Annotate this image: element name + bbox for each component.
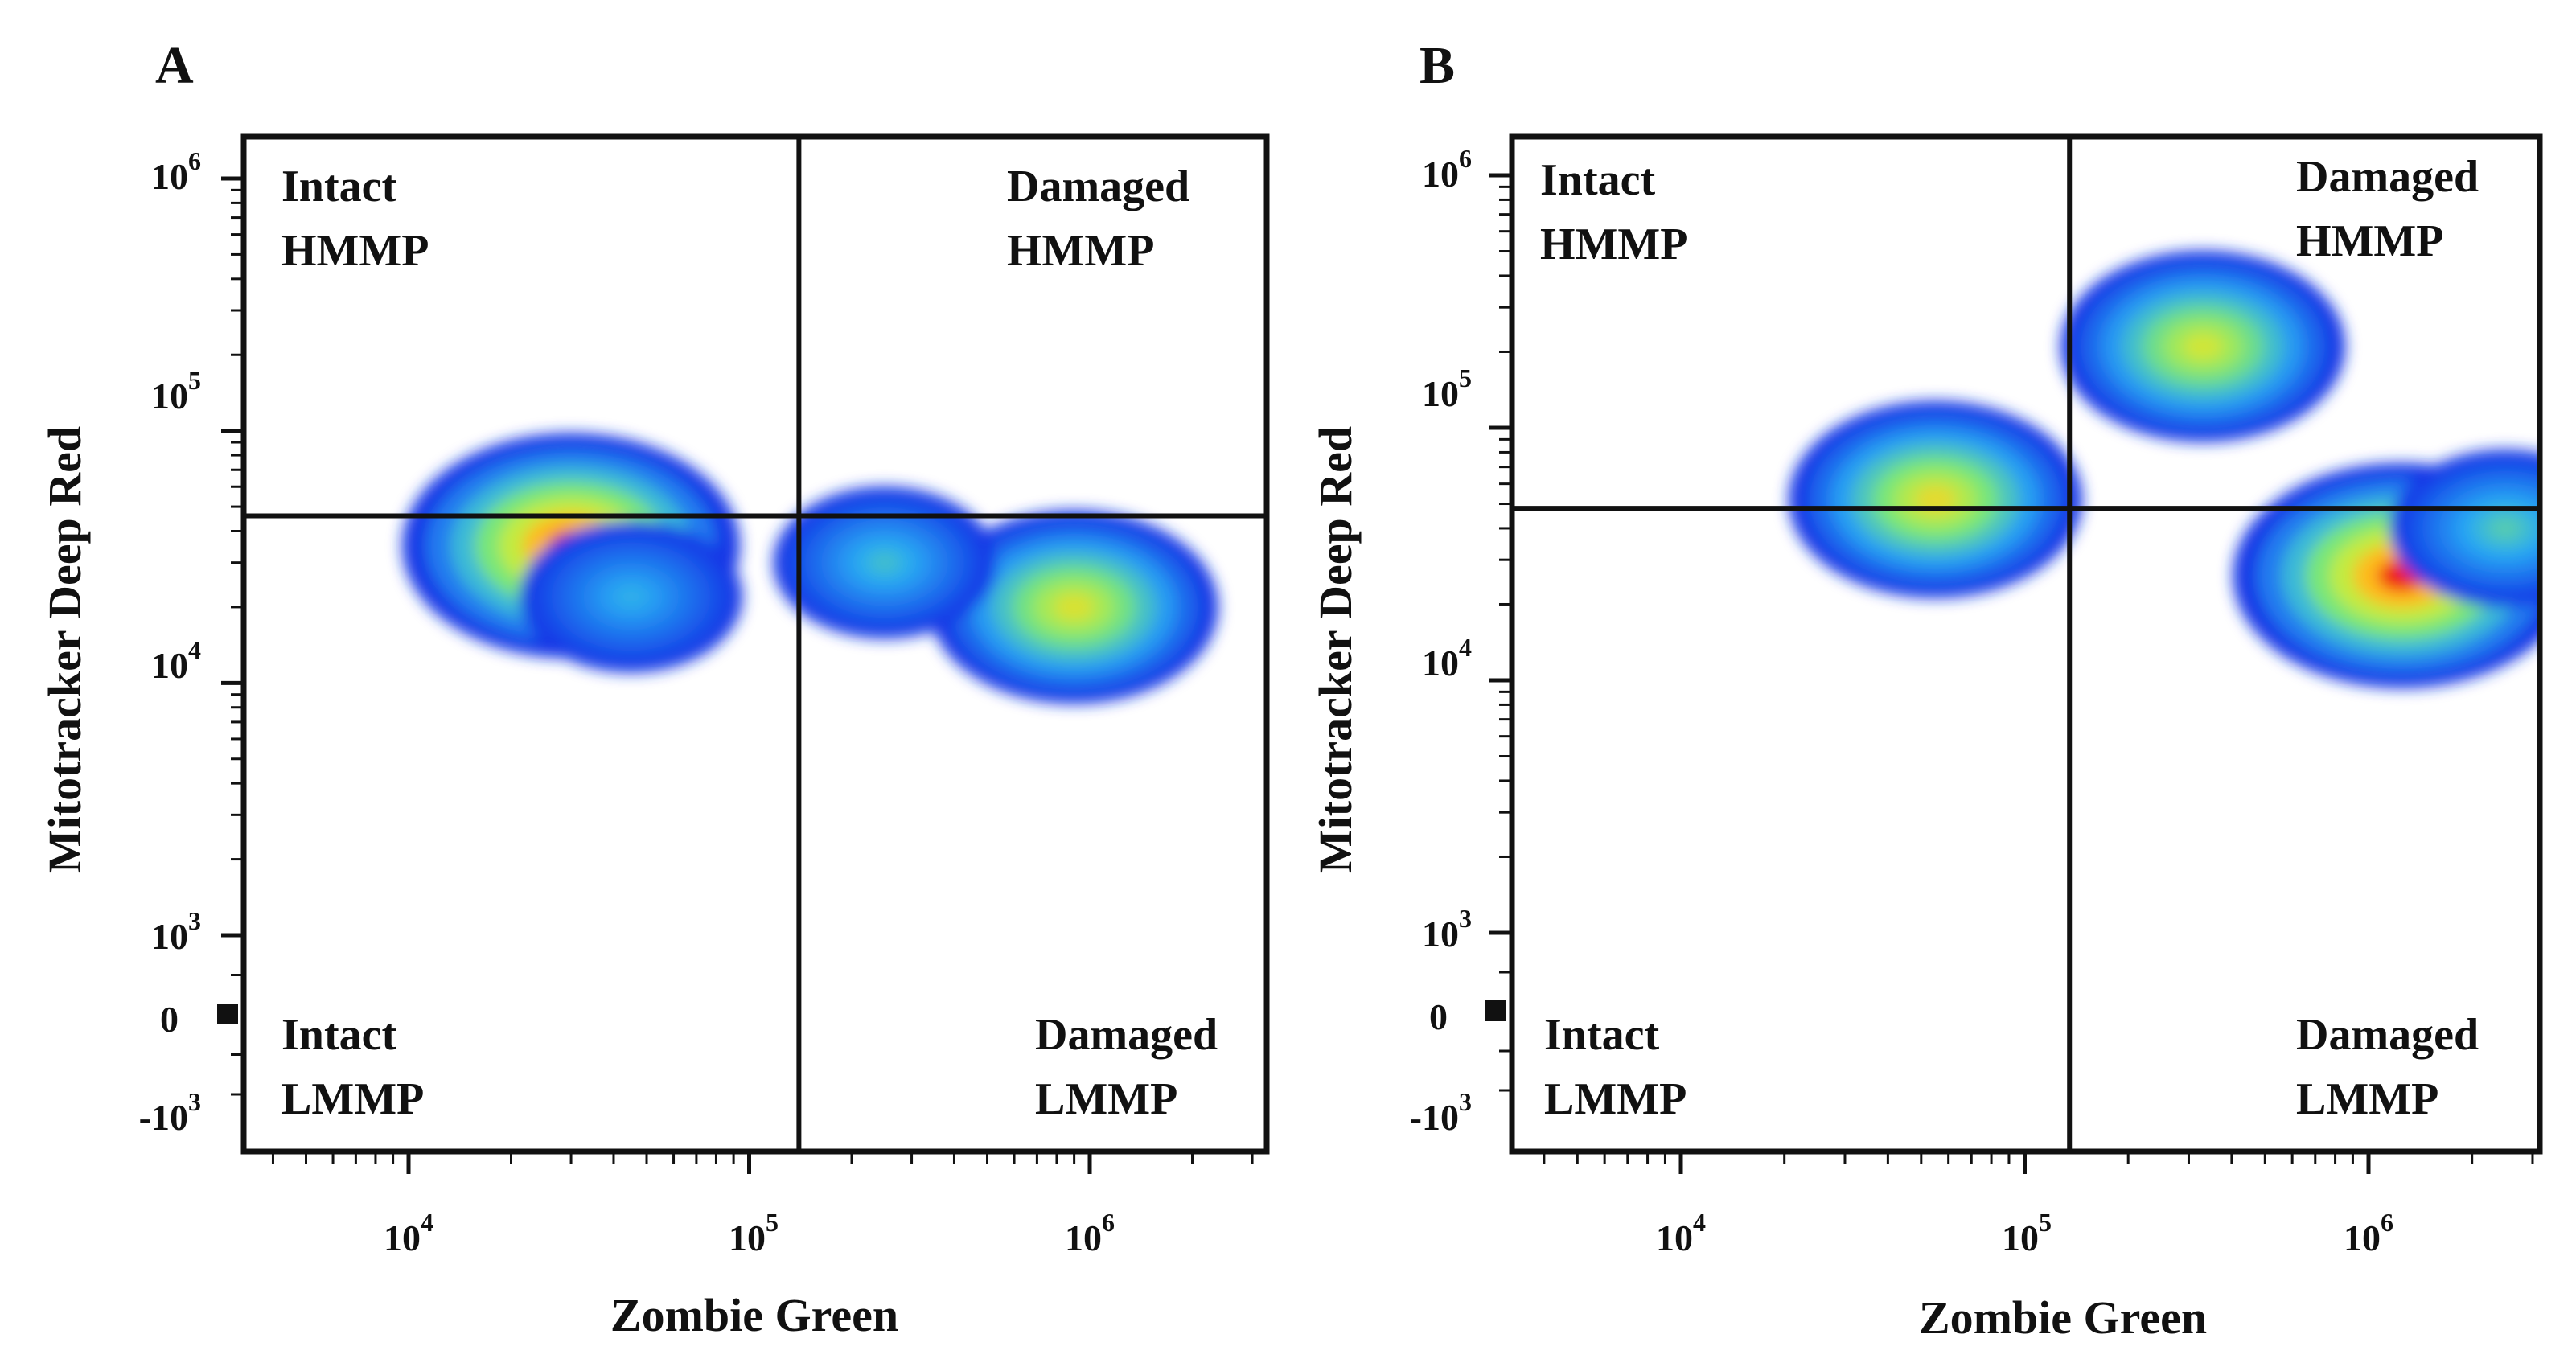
x-tick-label-a-10e6: 106 — [1065, 1208, 1115, 1258]
y-tick-label-b-10e3: 103 — [1422, 904, 1472, 954]
y-tick-label-b-10e4: 104 — [1422, 633, 1472, 684]
density-map-b — [1789, 250, 2540, 688]
quadrant-label-a-bl-line2: LMMP — [281, 1074, 424, 1124]
y-axis-label-a: Mitotracker Deep Red — [39, 426, 91, 873]
quadrant-label-b-br-line2: LMMP — [2296, 1074, 2438, 1124]
panel-label-a: A — [155, 36, 194, 95]
y-tick-label-b-10e5: 105 — [1422, 363, 1472, 414]
y-tick-label-a-0: 0 — [160, 999, 179, 1040]
x-tick-label-b-10e4: 104 — [1656, 1208, 1706, 1258]
y-minor-ticks-a — [221, 176, 244, 1096]
x-tick-label-b-10e5: 105 — [2002, 1208, 2052, 1258]
zero-marker-b — [1485, 1000, 1506, 1021]
plot-frame-a — [240, 133, 1270, 1155]
x-tick-label-b-10e6: 106 — [2344, 1208, 2393, 1258]
quadrant-label-b-bl-line1: Intact — [1544, 1010, 1659, 1060]
density-layer-a — [402, 433, 1218, 704]
quadrant-label-a-br-line1: Damaged — [1035, 1010, 1218, 1060]
quadrant-label-b-bl-line2: LMMP — [1544, 1074, 1687, 1124]
y-axis-label-b: Mitotracker Deep Red — [1309, 426, 1362, 873]
quadrant-label-b-tr-line1: Damaged — [2296, 152, 2479, 202]
density-contour — [614, 585, 647, 608]
quadrant-label-b-tl-line1: Intact — [1540, 155, 1655, 205]
density-population — [1789, 400, 2083, 598]
y-tick-label-b-10e6: 106 — [1422, 144, 1472, 195]
zero-marker-a — [217, 1004, 238, 1024]
quadrant-label-b-tr-line2: HMMP — [2296, 216, 2443, 266]
density-population — [2060, 250, 2346, 442]
x-tick-label-a-10e5: 105 — [729, 1208, 779, 1258]
density-contour — [1054, 593, 1095, 622]
density-population — [520, 520, 743, 673]
x-minor-ticks-a — [271, 1151, 1254, 1174]
density-layer-b — [1789, 250, 2540, 688]
y-tick-label-b-0: 0 — [1429, 996, 1448, 1037]
y-tick-label-b-neg10e3: -103 — [1410, 1087, 1472, 1138]
density-population — [773, 486, 996, 639]
density-map-a — [402, 433, 1218, 704]
quadrant-label-a-tl-line2: HMMP — [281, 226, 429, 276]
density-population — [2389, 449, 2540, 607]
quadrant-label-b-tl-line2: HMMP — [1540, 220, 1687, 269]
quadrant-label-a-br-line2: LMMP — [1035, 1074, 1177, 1124]
quadrant-label-a-tl-line1: Intact — [281, 162, 396, 211]
y-tick-label-a-10e5: 105 — [151, 366, 201, 417]
quadrant-label-a-tr-line1: Damaged — [1007, 162, 1189, 211]
density-population — [930, 510, 1218, 704]
panel-b: B Intact HMMP Damaged HMMP Intact LMMP D… — [1309, 36, 2543, 1344]
density-contour — [2182, 332, 2224, 360]
y-tick-label-a-neg10e3: -103 — [139, 1087, 201, 1138]
y-tick-label-a-10e4: 104 — [151, 635, 201, 686]
density-contour — [2488, 516, 2522, 540]
x-minor-ticks-b — [1543, 1151, 2534, 1174]
x-tick-label-a-10e4: 104 — [384, 1208, 433, 1258]
density-contour — [869, 552, 901, 574]
quadrant-label-a-bl-line1: Intact — [281, 1010, 396, 1060]
y-tick-label-a-10e6: 106 — [151, 146, 201, 197]
panel-a: A Intact HMMP Damaged HMMP Intact LMMP D… — [39, 36, 1270, 1341]
panel-label-b: B — [1419, 36, 1455, 95]
y-minor-ticks-b — [1489, 173, 1512, 1092]
quadrant-label-b-br-line1: Damaged — [2296, 1010, 2479, 1060]
x-axis-label-b: Zombie Green — [1919, 1291, 2207, 1344]
quadrant-label-a-tr-line2: HMMP — [1007, 226, 1154, 276]
y-tick-label-a-10e3: 103 — [151, 906, 201, 957]
x-axis-label-a: Zombie Green — [610, 1289, 898, 1341]
